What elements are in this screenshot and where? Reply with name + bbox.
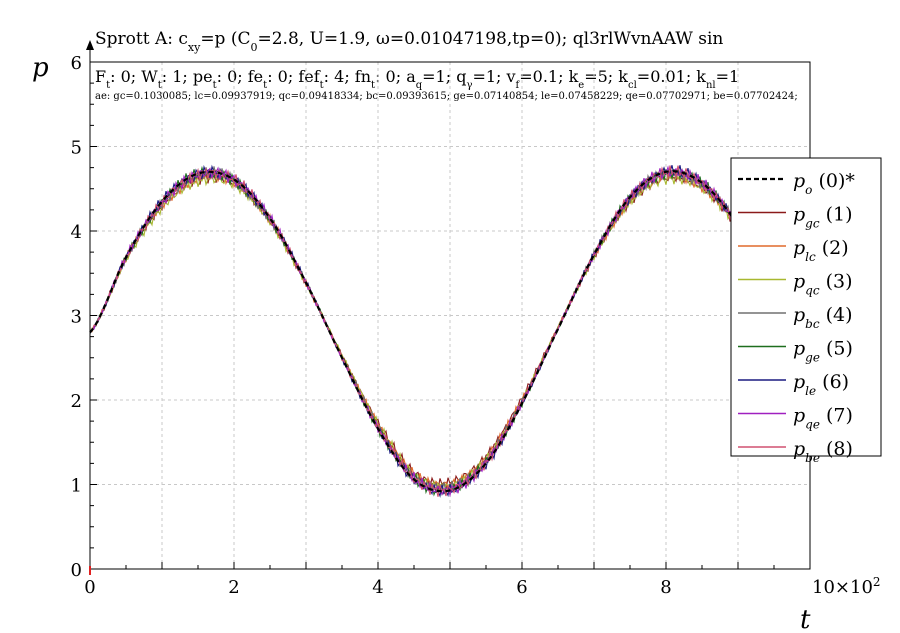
series-line-ge [89,165,811,497]
legend-label: po (0)* [793,170,855,197]
legend-label: pqc (3) [793,271,853,298]
x-tick-label: 6 [516,577,527,598]
series-line-o [89,170,811,493]
ticks: 0 2 4 6 8 0 1 2 3 4 5 6 [71,53,811,598]
y-tick-label: 1 [71,476,82,497]
legend-box [730,157,882,457]
y-tick-label: 6 [71,53,82,74]
series-line-bc [89,166,811,495]
grid [90,62,810,569]
legend-label: pge (5) [793,338,853,365]
legend-label: pbc (4) [793,304,853,331]
x-tick-label: 2 [228,577,239,598]
x-axis-multiplier: 10×102 [812,575,881,598]
legend-label: pgc (1) [793,204,853,231]
y-tick-label: 0 [71,560,82,581]
y-tick-label: 4 [71,222,82,243]
y-axis-arrow [86,40,94,50]
chart-title: Sprott A: cxy=p (C0=2.8, U=1.9, ω=0.0104… [95,29,723,54]
y-axis-label: p [32,53,49,83]
chart-errors: ae: gc=0.1030085; lc=0.09937919; qc=0.09… [95,91,798,102]
y-tick-label: 2 [71,391,82,412]
y-tick-label: 5 [71,138,82,159]
legend-label: ple (6) [793,371,849,398]
legend: po (0)* pgc (1) plc (2) pqc (3) pbc (4) pge (… [730,157,882,465]
series-line-le [89,164,811,498]
x-axis-label: t [800,605,811,633]
legend-label: pqe (7) [793,405,853,432]
x-tick-label: 0 [84,577,95,598]
y-tick-label: 3 [71,307,82,328]
series-lines [89,164,811,498]
x-tick-label: 8 [660,577,671,598]
legend-label: plc (2) [793,237,849,264]
chart-params: Ft: 0; Wt: 1; pet: 0; fet: 0; feft: 4; f… [95,67,739,91]
legend-label: pbe (8) [793,438,853,465]
series-line-qe [89,165,811,498]
x-tick-label: 4 [372,577,383,598]
